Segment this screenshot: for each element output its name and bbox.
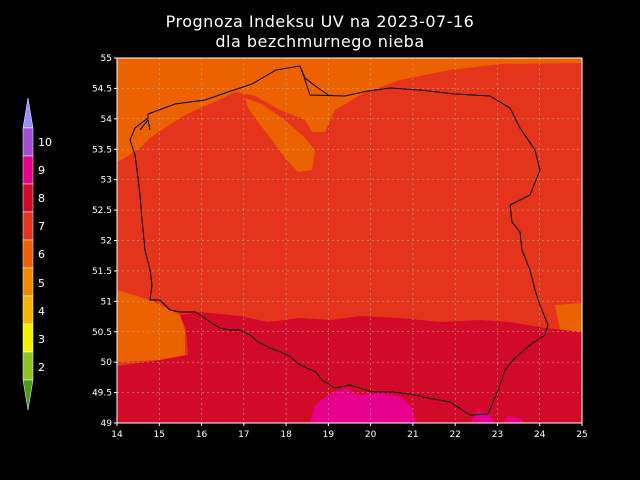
lat-tick-label: 52.5: [92, 206, 112, 216]
lon-tick-label: 18: [280, 430, 292, 440]
colorbar-label-4: 4: [38, 305, 45, 318]
uv-zone-9-bieszczady: [470, 410, 495, 423]
colorbar-label-8: 8: [38, 192, 45, 205]
uv-zone-9-tatra: [310, 388, 416, 423]
lat-tick-label: 49.5: [92, 389, 112, 399]
lon-tick-label: 19: [323, 430, 335, 440]
colorbar-top-arrow: [22, 97, 34, 129]
poland-border: [129, 65, 549, 416]
lat-tick-label: 52: [101, 237, 112, 247]
colorbar-segment-3: [22, 323, 34, 353]
lon-tick-label: 14: [111, 430, 123, 440]
lat-tick-label: 51.5: [92, 267, 112, 277]
lat-tick-label: 55: [101, 54, 112, 64]
uv-zone-6-southwest: [117, 290, 185, 362]
colorbar-label-7: 7: [38, 220, 45, 233]
lon-tick-label: 24: [534, 430, 546, 440]
map-title: Prognoza Indeksu UV na 2023-07-16: [165, 12, 475, 31]
uv-zone-6-peninsula: [245, 98, 315, 172]
lon-tick-label: 22: [449, 430, 460, 440]
lon-tick-label: 17: [238, 430, 249, 440]
vistula-lagoon-coast: [139, 65, 331, 131]
lon-tick-label: 16: [196, 430, 208, 440]
colorbar-segment-8: [22, 183, 34, 213]
lon-tick-label: 25: [576, 430, 587, 440]
colorbar-segment-6: [22, 239, 34, 269]
lat-tick-label: 53: [101, 176, 112, 186]
uv-colorbar: 10 9 8 7 6 5 4 3 2: [22, 97, 52, 411]
colorbar-label-10: 10: [38, 136, 52, 149]
lat-tick-label: 50.5: [92, 328, 112, 338]
colorbar-bottom-arrow: [22, 379, 34, 411]
latitude-axis: 49 49.5 50 50.5 51 51.5 52 52.5 53 53.5 54 54.5 55: [92, 54, 117, 429]
uv-zone-6-east: [555, 303, 582, 332]
colorbar-label-6: 6: [38, 248, 45, 261]
colorbar-segment-4: [22, 295, 34, 325]
colorbar-label-2: 2: [38, 361, 45, 374]
lon-tick-label: 21: [407, 430, 418, 440]
lon-tick-label: 20: [365, 430, 377, 440]
lat-tick-label: 54: [101, 115, 113, 125]
uv-zone-6-north: [117, 58, 582, 162]
lat-tick-label: 51: [101, 297, 112, 307]
longitude-axis: 14 15 16 17 18 19 20 21 22 23 24 25: [111, 423, 588, 440]
colorbar-segment-9: [22, 155, 34, 185]
uv-zone-9-east: [503, 416, 524, 423]
lat-tick-label: 49: [101, 419, 113, 429]
colorbar-segment-10: [22, 127, 34, 157]
map-subtitle: dla bezchmurnego nieba: [215, 32, 425, 51]
uv-zone-8-south: [117, 312, 582, 423]
colorbar-segment-7: [22, 211, 34, 241]
colorbar-label-9: 9: [38, 164, 45, 177]
colorbar-segment-2: [22, 351, 34, 381]
colorbar-label-3: 3: [38, 333, 45, 346]
colorbar-segment-5: [22, 267, 34, 297]
lat-lon-grid: [117, 58, 582, 423]
colorbar-label-5: 5: [38, 277, 45, 290]
lat-tick-label: 50: [101, 358, 113, 368]
lat-tick-label: 54.5: [92, 84, 112, 94]
lon-tick-label: 23: [492, 430, 503, 440]
lon-tick-label: 15: [154, 430, 165, 440]
uv-index-field: [117, 58, 582, 423]
lat-tick-label: 53.5: [92, 145, 112, 155]
